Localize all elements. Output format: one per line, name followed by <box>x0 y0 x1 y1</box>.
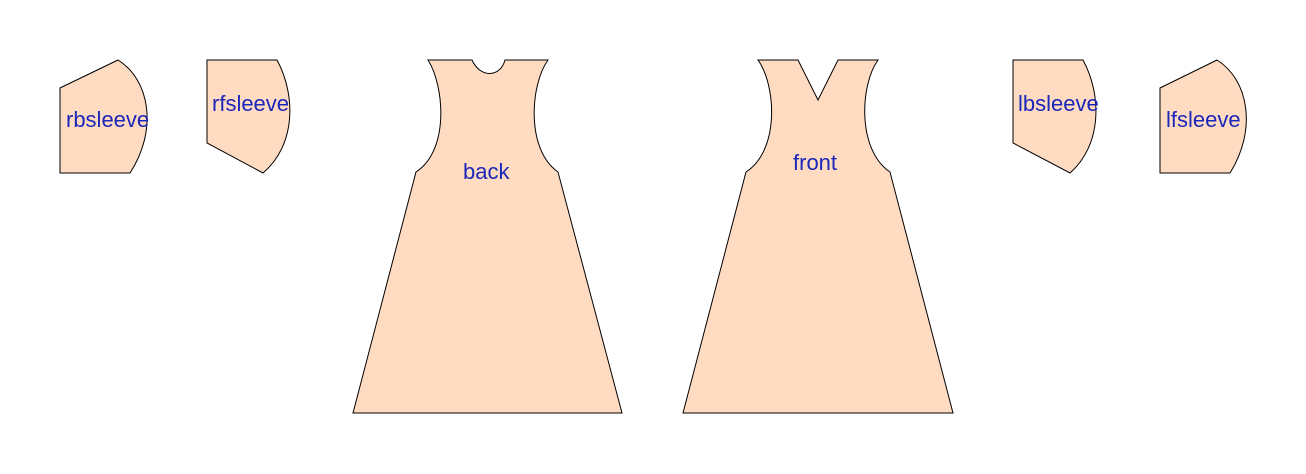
rbsleeve-label: rbsleeve <box>66 107 149 132</box>
front-shape <box>682 59 954 414</box>
piece-front: front <box>682 59 954 414</box>
piece-rfsleeve: rfsleeve <box>206 59 291 174</box>
rbsleeve-shape <box>59 59 148 174</box>
back-label: back <box>463 159 510 184</box>
piece-lbsleeve: lbsleeve <box>1012 59 1099 174</box>
rfsleeve-shape <box>206 59 291 174</box>
front-label: front <box>793 150 837 175</box>
lbsleeve-label: lbsleeve <box>1018 91 1099 116</box>
lbsleeve-shape <box>1012 59 1097 174</box>
piece-lfsleeve: lfsleeve <box>1159 59 1247 174</box>
rfsleeve-label: rfsleeve <box>212 91 289 116</box>
piece-back: back <box>352 59 623 414</box>
piece-rbsleeve: rbsleeve <box>59 59 149 174</box>
back-shape <box>352 59 623 414</box>
lfsleeve-label: lfsleeve <box>1166 107 1241 132</box>
lfsleeve-shape <box>1159 59 1247 174</box>
